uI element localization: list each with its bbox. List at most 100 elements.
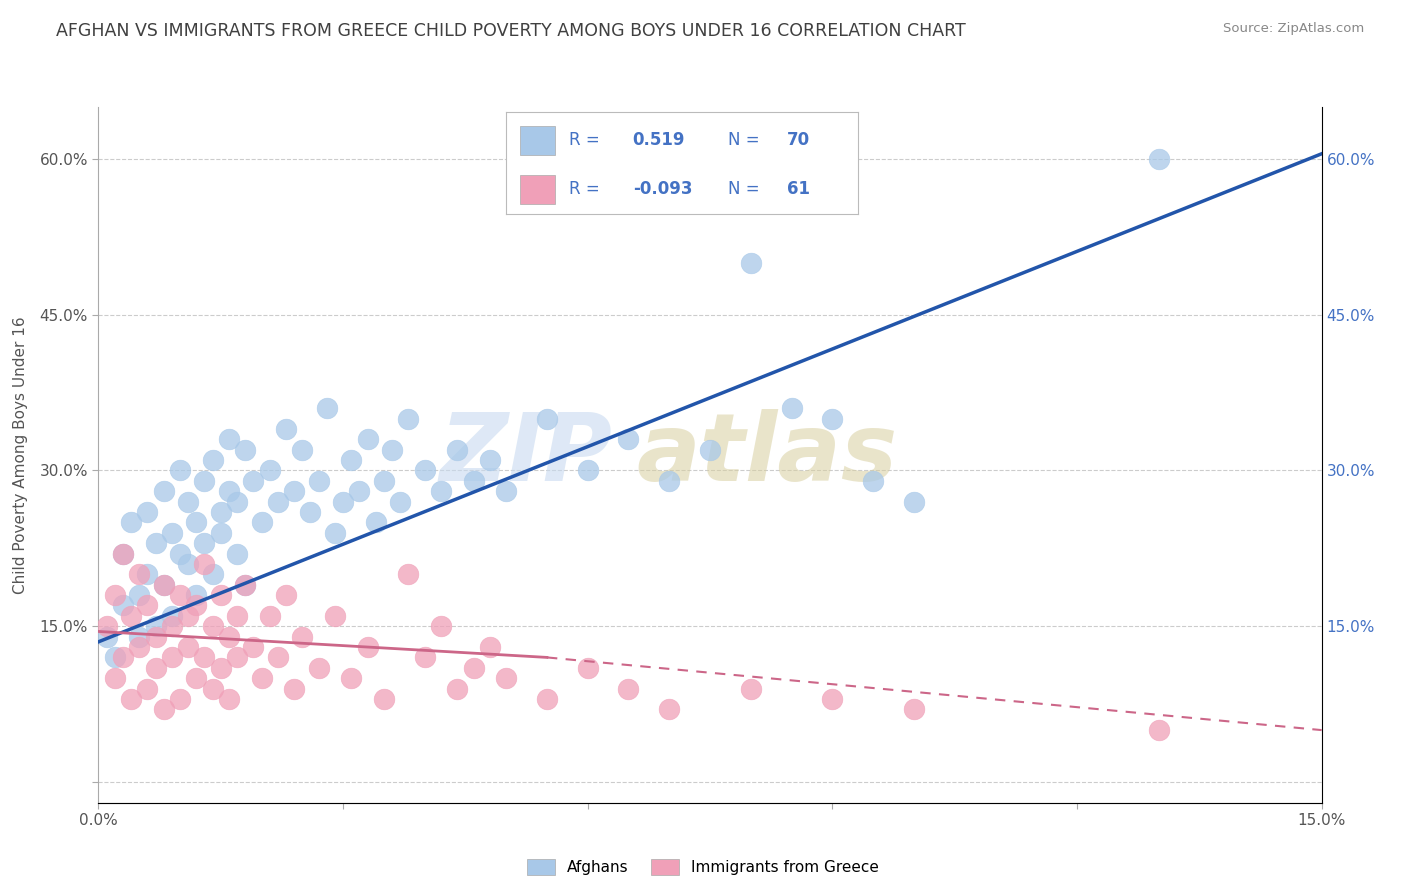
- Y-axis label: Child Poverty Among Boys Under 16: Child Poverty Among Boys Under 16: [14, 316, 28, 594]
- Point: [152, 484, 174, 499]
- Point: [136, 681, 159, 696]
- Point: [299, 505, 322, 519]
- Point: [152, 578, 174, 592]
- Point: [226, 608, 249, 623]
- Point: [226, 650, 249, 665]
- Point: [145, 630, 167, 644]
- Point: [780, 401, 803, 416]
- Point: [821, 692, 844, 706]
- Point: [120, 608, 142, 623]
- Point: [576, 661, 599, 675]
- Point: [136, 599, 159, 613]
- Point: [160, 619, 183, 633]
- Point: [495, 484, 517, 499]
- Point: [267, 650, 290, 665]
- Point: [291, 442, 314, 457]
- Point: [1147, 723, 1170, 738]
- Point: [177, 494, 200, 508]
- Point: [242, 640, 264, 654]
- Point: [381, 442, 404, 457]
- Point: [617, 681, 640, 696]
- Point: [186, 516, 208, 530]
- Point: [340, 453, 363, 467]
- Text: 61: 61: [787, 180, 810, 198]
- Point: [267, 494, 290, 508]
- Point: [128, 630, 150, 644]
- Point: [177, 608, 200, 623]
- Point: [658, 474, 681, 488]
- Point: [356, 640, 378, 654]
- Bar: [520, 126, 555, 154]
- Point: [1147, 152, 1170, 166]
- Point: [373, 692, 395, 706]
- Point: [242, 474, 264, 488]
- Text: AFGHAN VS IMMIGRANTS FROM GREECE CHILD POVERTY AMONG BOYS UNDER 16 CORRELATION C: AFGHAN VS IMMIGRANTS FROM GREECE CHILD P…: [56, 22, 966, 40]
- Text: N =: N =: [728, 180, 759, 198]
- Point: [478, 640, 501, 654]
- Point: [396, 567, 419, 582]
- Point: [160, 650, 183, 665]
- Point: [169, 463, 191, 477]
- Point: [446, 681, 468, 696]
- Point: [193, 650, 215, 665]
- Point: [463, 474, 485, 488]
- Point: [274, 588, 297, 602]
- Point: [111, 599, 134, 613]
- Point: [250, 516, 273, 530]
- Point: [903, 702, 925, 716]
- Point: [152, 578, 174, 592]
- Point: [658, 702, 681, 716]
- Point: [104, 650, 127, 665]
- Point: [111, 650, 134, 665]
- Point: [699, 442, 721, 457]
- Point: [169, 692, 191, 706]
- Point: [463, 661, 485, 675]
- Point: [145, 536, 167, 550]
- Point: [430, 484, 453, 499]
- Point: [495, 671, 517, 685]
- Point: [145, 619, 167, 633]
- Legend: Afghans, Immigrants from Greece: Afghans, Immigrants from Greece: [527, 860, 879, 875]
- Point: [104, 588, 127, 602]
- Point: [226, 547, 249, 561]
- Text: N =: N =: [728, 131, 759, 149]
- Point: [209, 661, 232, 675]
- Point: [120, 516, 142, 530]
- Point: [259, 608, 281, 623]
- Point: [446, 442, 468, 457]
- Point: [218, 433, 240, 447]
- Point: [160, 608, 183, 623]
- Point: [152, 702, 174, 716]
- Point: [209, 525, 232, 540]
- Point: [349, 484, 371, 499]
- Point: [332, 494, 354, 508]
- Point: [186, 671, 208, 685]
- Point: [186, 599, 208, 613]
- Text: 70: 70: [787, 131, 810, 149]
- Point: [356, 433, 378, 447]
- Point: [111, 547, 134, 561]
- Point: [160, 525, 183, 540]
- Point: [323, 608, 346, 623]
- Point: [308, 661, 330, 675]
- Text: R =: R =: [569, 131, 600, 149]
- Point: [218, 484, 240, 499]
- Point: [209, 588, 232, 602]
- Point: [740, 256, 762, 270]
- Point: [274, 422, 297, 436]
- Point: [862, 474, 884, 488]
- Point: [233, 578, 256, 592]
- Point: [201, 567, 224, 582]
- Text: atlas: atlas: [637, 409, 898, 501]
- Text: -0.093: -0.093: [633, 180, 692, 198]
- Point: [373, 474, 395, 488]
- Point: [536, 692, 558, 706]
- Point: [315, 401, 337, 416]
- Point: [536, 411, 558, 425]
- Point: [340, 671, 363, 685]
- Text: 0.519: 0.519: [633, 131, 685, 149]
- Point: [128, 567, 150, 582]
- Text: ZIP: ZIP: [439, 409, 612, 501]
- Point: [177, 640, 200, 654]
- Point: [576, 463, 599, 477]
